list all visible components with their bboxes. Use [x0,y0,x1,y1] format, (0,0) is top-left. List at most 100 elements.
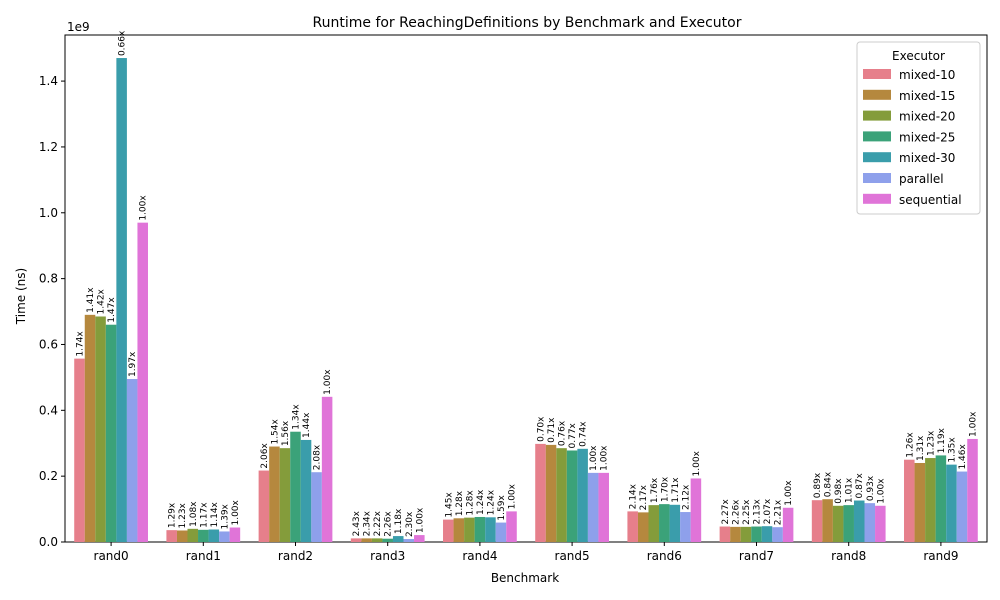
bar-data-label: 1.76x [650,477,660,503]
legend-swatch [863,89,891,100]
bar-data-label: 2.07x [763,498,773,524]
bar [811,500,823,542]
bar-data-label: 1.00x [415,507,425,533]
legend-swatch [863,173,891,183]
bar-data-label: 2.26x [384,511,394,537]
y-tick-label: 1.4 [39,74,58,88]
bar-data-label: 1.59x [497,495,507,521]
bar [577,448,588,542]
bar-data-label: 1.08x [189,501,199,527]
plot-frame [64,34,988,543]
legend-swatch [863,131,891,142]
bar [935,455,947,542]
bar [669,504,681,542]
bar [914,462,926,542]
y-axis-label: Time (ns) [14,268,28,325]
bar-data-label: 2.22x [373,510,383,536]
legend-swatch [863,152,891,163]
bar-data-label: 1.34x [292,404,302,430]
bar [627,511,638,542]
bar-data-label: 1.17x [199,502,209,528]
bar-data-label: 1.18x [394,508,404,534]
bar [464,517,475,542]
bar [176,530,188,542]
bar-data-label: 1.23x [178,502,188,528]
bar-data-label: 2.30x [405,511,415,537]
bar [925,458,936,542]
bar [269,446,280,542]
bar [290,431,301,542]
bar-data-label: 1.74x [75,331,85,357]
bar-data-label: 1.00x [508,483,518,509]
x-tick-label: rand0 [94,549,129,563]
bar-data-label: 1.71x [671,477,681,503]
bar [95,316,106,542]
bar-data-label: 1.01x [845,477,855,503]
bar-data-label: 1.26x [905,432,915,458]
y-tick-label: 0.6 [39,337,58,351]
bar [382,538,393,542]
bar-data-label: 1.00x [589,445,599,471]
bar-data-label: 1.47x [107,297,117,323]
bar-data-label: 1.54x [270,418,280,444]
bar-data-label: 1.28x [455,490,465,516]
legend-entry: mixed-20 [899,110,955,124]
bar [648,505,660,542]
bar-data-label: 1.46x [958,444,968,470]
legend-swatch [863,69,891,79]
x-tick-label: rand2 [278,549,313,563]
bar-data-label: 1.19x [937,427,947,453]
bar-data-label: 0.77x [568,422,578,448]
bar-data-label: 1.00x [692,450,702,476]
legend-entry: parallel [899,172,944,186]
legend-entry: mixed-10 [899,68,955,82]
legend-entry: mixed-15 [899,89,955,103]
bar-data-label: 1.00x [876,478,886,504]
bar [187,528,199,542]
bar [74,358,85,542]
legend-entry: mixed-25 [899,130,955,144]
x-axis-label: Benchmark [491,571,559,585]
bar [740,526,752,542]
bar-data-label: 0.66x [118,30,128,56]
bar-data-label: 1.39x [220,503,230,529]
bar-data-label: 1.29x [168,502,178,528]
bar-data-label: 2.43x [352,510,362,536]
y-tick-label: 0.8 [39,272,58,286]
bar [403,539,415,542]
bar [321,396,333,542]
x-tick-label: rand7 [739,549,774,563]
legend-swatch [863,110,891,121]
legend-title: Executor [892,49,945,63]
bar-data-label: 1.14x [210,501,220,527]
bar-data-label: 2.06x [260,443,270,469]
bar-data-label: 1.44x [302,412,312,438]
bar-data-label: 1.24x [486,489,496,515]
bar [637,512,649,542]
x-tick-label: rand9 [923,549,958,563]
legend-swatch [863,193,891,204]
bar [219,531,230,542]
bar [198,529,209,542]
x-tick-label: rand3 [370,549,405,563]
bar-data-label: 1.35x [947,437,957,463]
legend: Executor mixed-10 mixed-15 mixed-20 mixed-25… [856,41,981,215]
y-tick-label: 0.4 [39,403,58,417]
bar-data-label: 2.12x [681,484,691,510]
bar-data-label: 1.00x [969,411,979,437]
bar-data-label: 2.21x [774,499,784,525]
bar [690,478,702,542]
bar [84,314,96,542]
bar [443,519,454,542]
bar [566,450,578,542]
bar-data-label: 0.93x [866,475,876,501]
bar [967,438,978,542]
chart-title: Runtime for ReachingDefinitions by Bench… [313,15,742,31]
bar [556,448,567,542]
bar-data-label: 2.13x [753,498,763,524]
bar [782,507,794,542]
bar [453,518,465,542]
bar-data-label: 1.31x [916,435,926,461]
x-tick-label: rand5 [555,549,590,563]
